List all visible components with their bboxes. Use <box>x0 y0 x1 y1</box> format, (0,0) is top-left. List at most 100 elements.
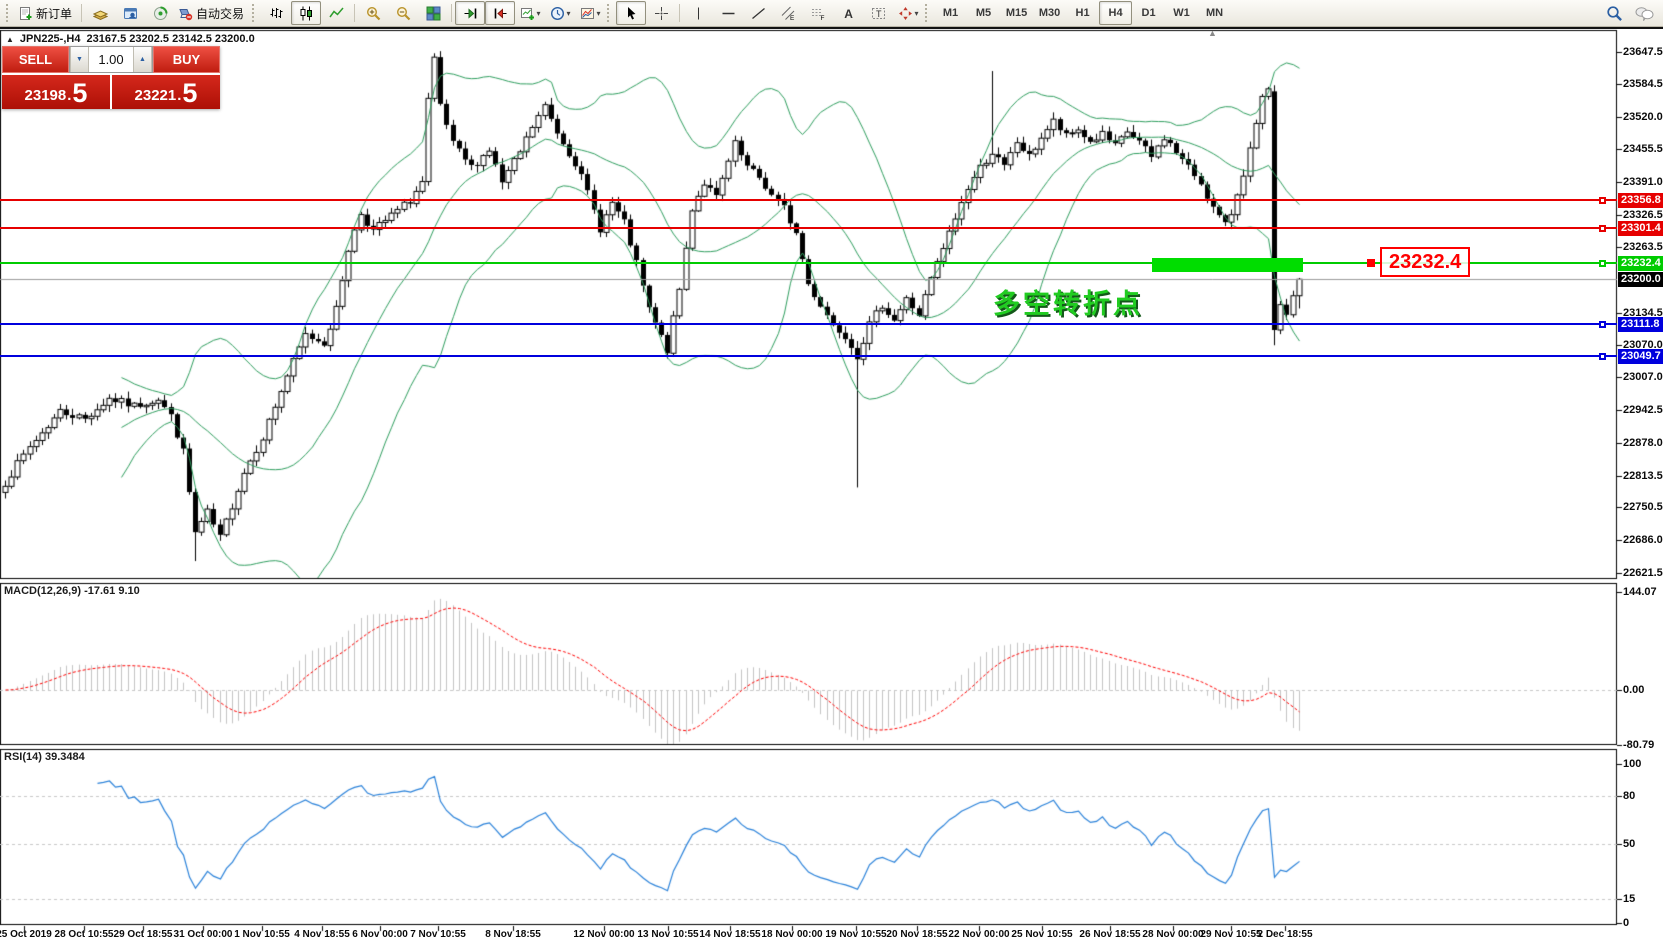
price-tag-23356.8: 23356.8 <box>1618 193 1663 208</box>
toolbar-separator <box>679 4 681 22</box>
dropdown-caret-icon[interactable]: ▾ <box>536 8 541 18</box>
tiles-icon <box>426 6 441 21</box>
timeframe-d1[interactable]: D1 <box>1132 1 1165 25</box>
chat-button[interactable] <box>1629 1 1659 25</box>
line-chart-button[interactable] <box>321 1 351 25</box>
highlight-rectangle[interactable] <box>1152 258 1303 272</box>
fibonacci-button[interactable]: F <box>803 1 833 25</box>
buy-price[interactable]: 23221. 5 <box>112 75 220 109</box>
line-end-marker[interactable] <box>1599 225 1606 232</box>
tile-windows-button[interactable] <box>418 1 448 25</box>
time-axis-label: 25 Oct 2019 <box>0 929 52 940</box>
collapse-triangle-icon[interactable]: ▲ <box>6 34 14 44</box>
timeframe-m15[interactable]: M15 <box>1000 1 1033 25</box>
channel-button[interactable]: E <box>773 1 803 25</box>
price-tick-label: 22813.5 <box>1623 470 1663 482</box>
timeframe-mn[interactable]: MN <box>1198 1 1231 25</box>
time-axis-label: 2 Dec 18:55 <box>1257 929 1313 940</box>
toolbar: 新订单 自动交易 ▾ ▾ ▾ E F A T ▾ M1 M5 M15 M30 H1 H4 D1 W1 MN <box>0 0 1663 27</box>
trendline-button[interactable] <box>743 1 773 25</box>
autotrading-button-label: 自动交易 <box>196 6 245 21</box>
horizontal-line-button[interactable] <box>713 1 743 25</box>
hline-icon <box>721 6 736 21</box>
hline-23049.7[interactable] <box>0 355 1617 357</box>
search-button[interactable] <box>1599 1 1629 25</box>
time-axis-label: 28 Nov 00:00 <box>1142 929 1204 940</box>
timeframe-m1[interactable]: M1 <box>934 1 967 25</box>
chart-shift-icon <box>493 6 508 21</box>
volume-input[interactable]: 1.00 <box>98 52 124 67</box>
timeframe-m15-label: M15 <box>1005 7 1028 19</box>
time-axis[interactable]: 25 Oct 2019 28 Oct 10:55 29 Oct 18:55 31 Oc… <box>0 926 1617 947</box>
zoom-out-button[interactable] <box>388 1 418 25</box>
timeframe-d1-label: D1 <box>1141 7 1156 19</box>
timeframe-m5[interactable]: M5 <box>967 1 1000 25</box>
line-end-marker[interactable] <box>1599 260 1606 267</box>
dropdown-caret-icon[interactable]: ▾ <box>596 8 601 18</box>
bars-icon <box>269 6 284 21</box>
rsi-tick-label: 15 <box>1623 893 1636 905</box>
macd-name: MACD(12,26,9) <box>4 585 82 597</box>
cursor-button[interactable] <box>616 1 647 25</box>
line-end-marker[interactable] <box>1599 197 1606 204</box>
autotrading-button[interactable]: 自动交易 <box>175 1 250 25</box>
time-axis-label: 31 Oct 00:00 <box>173 929 233 940</box>
sell-price-frac: 5 <box>72 78 88 108</box>
timeframe-h1[interactable]: H1 <box>1066 1 1099 25</box>
vertical-line-button[interactable] <box>683 1 713 25</box>
dropdown-caret-icon[interactable]: ▾ <box>914 8 919 18</box>
time-axis-label: 14 Nov 18:55 <box>699 929 761 940</box>
auto-scroll-button[interactable] <box>455 1 486 25</box>
volume-up-button[interactable]: ▲ <box>133 47 152 72</box>
market-watch-button[interactable] <box>85 1 115 25</box>
crosshair-button[interactable] <box>646 1 676 25</box>
price-tick-label: 23007.0 <box>1623 371 1663 383</box>
timeframe-h4[interactable]: H4 <box>1099 1 1133 25</box>
price-label-anchor-marker[interactable] <box>1367 259 1375 267</box>
time-axis-label: 29 Nov 10:55 <box>1200 929 1262 940</box>
text-label-button[interactable]: T <box>863 1 893 25</box>
sell-button[interactable]: SELL <box>2 46 69 73</box>
hline-23356.8[interactable] <box>0 199 1617 201</box>
buy-price-frac: 5 <box>182 78 198 108</box>
new-order-button-label: 新订单 <box>36 6 73 21</box>
period-button[interactable]: ▾ <box>545 1 575 25</box>
buy-button[interactable]: BUY <box>153 46 220 73</box>
timeframe-m5-label: M5 <box>975 7 992 19</box>
data-window-button[interactable] <box>115 1 145 25</box>
time-axis-label: 22 Nov 00:00 <box>948 929 1010 940</box>
timeframe-w1[interactable]: W1 <box>1165 1 1198 25</box>
line-end-marker[interactable] <box>1599 353 1606 360</box>
chart-annotation-text[interactable]: 多空转折点 <box>993 289 1143 319</box>
price-tick-label: 22878.0 <box>1623 437 1663 449</box>
arrows-button[interactable]: ▾ <box>893 1 923 25</box>
chart-shift-button[interactable] <box>485 1 516 25</box>
text-button[interactable]: A <box>833 1 863 25</box>
chart-header: ▲ JPN225-,H4 23167.5 23202.5 23142.5 232… <box>6 33 255 45</box>
time-axis-label: 19 Nov 10:55 <box>825 929 887 940</box>
bar-chart-button[interactable] <box>261 1 291 25</box>
price-tag-23111.8: 23111.8 <box>1618 317 1663 332</box>
strategy-tester-button[interactable] <box>145 1 175 25</box>
buy-price-sep: . <box>177 87 182 104</box>
time-axis-label: 7 Nov 10:55 <box>410 929 466 940</box>
price-tick-label: 23520.0 <box>1623 111 1663 123</box>
crosshair-icon <box>654 6 669 21</box>
new-order-button[interactable]: 新订单 <box>15 1 78 25</box>
candlestick-chart-button[interactable] <box>291 1 322 25</box>
sell-price[interactable]: 23198. 5 <box>2 75 112 109</box>
new-chart-button[interactable]: ▾ <box>515 1 545 25</box>
price-callout-label[interactable]: 23232.4 <box>1380 247 1471 277</box>
timeframe-m30[interactable]: M30 <box>1033 1 1066 25</box>
zoom-in-button[interactable] <box>358 1 388 25</box>
line-end-marker[interactable] <box>1599 321 1606 328</box>
dropdown-caret-icon[interactable]: ▾ <box>566 8 571 18</box>
time-axis-label: 26 Nov 18:55 <box>1079 929 1141 940</box>
hline-23301.4[interactable] <box>0 227 1617 229</box>
rsi-tick-label: 0 <box>1623 917 1630 929</box>
hline-23232.4[interactable] <box>0 262 1617 264</box>
hline-23111.8[interactable] <box>0 323 1617 325</box>
volume-down-button[interactable]: ▼ <box>70 47 89 72</box>
template-button[interactable]: ▾ <box>575 1 605 25</box>
